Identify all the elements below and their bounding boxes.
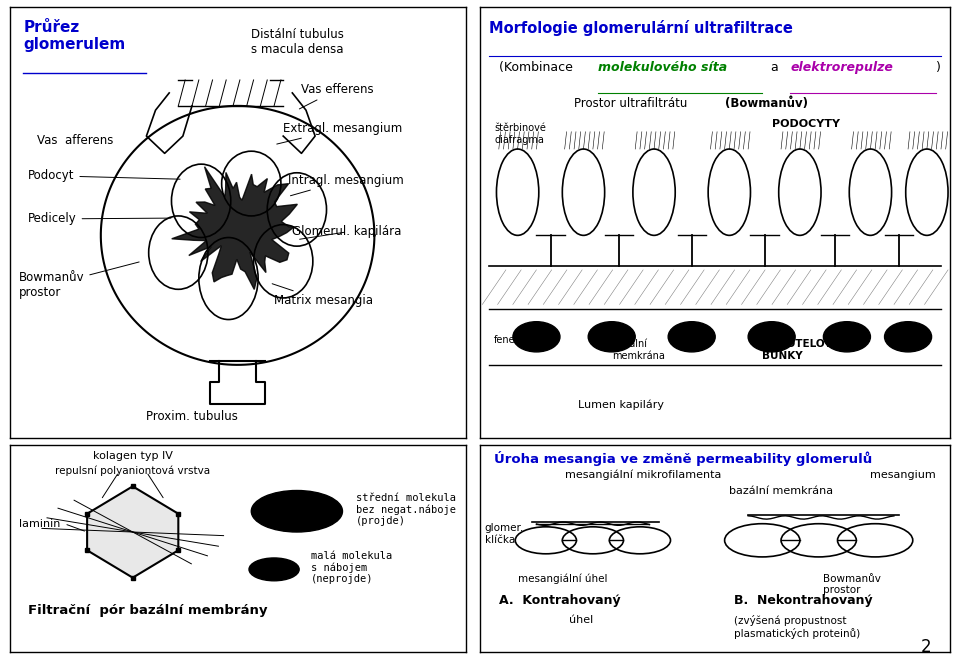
Text: fenestra: fenestra [494,335,535,345]
Text: Proxim. tubulus: Proxim. tubulus [146,410,238,423]
Text: elektrorepulze: elektrorepulze [790,61,894,74]
Text: Morfologie glomerulární ultrafiltrace: Morfologie glomerulární ultrafiltrace [490,20,793,36]
Text: úhel: úhel [569,615,593,625]
Text: glomer.
klíčka: glomer. klíčka [485,523,524,545]
Text: Úroha mesangia ve změně permeability glomerulů: Úroha mesangia ve změně permeability glo… [494,451,873,466]
Text: B.  Nekontrahovaný: B. Nekontrahovaný [734,594,873,608]
Text: laminin: laminin [19,519,60,529]
Text: Vas efferens: Vas efferens [300,83,374,109]
Text: mesangium: mesangium [871,470,936,480]
Text: Intragl. mesangium: Intragl. mesangium [288,173,403,196]
Text: mesangiální mikrofilamenta: mesangiální mikrofilamenta [564,470,721,480]
Text: a: a [767,61,782,74]
Text: Matrix mesangia: Matrix mesangia [272,284,373,308]
Text: Filtrační  pór bazální membrány: Filtrační pór bazální membrány [28,604,267,617]
Text: repulsní polyaniontová vrstva: repulsní polyaniontová vrstva [55,465,210,476]
Ellipse shape [748,322,795,352]
Text: Lumen kapiláry: Lumen kapiláry [578,399,664,410]
Text: malá molekula
s nábojem
(neprojde): malá molekula s nábojem (neprojde) [311,551,392,585]
Text: A.  Kontrahovaný: A. Kontrahovaný [499,594,620,608]
Text: bazální memkrána: bazální memkrána [730,486,833,496]
Text: kolagen typ IV: kolagen typ IV [93,451,173,461]
Ellipse shape [513,322,560,352]
Text: Extragl. mesangium: Extragl. mesangium [276,122,402,144]
Text: mesangiální úhel: mesangiální úhel [517,573,607,584]
Text: (Bowmanův): (Bowmanův) [725,98,807,110]
Circle shape [252,490,343,532]
Text: Průřez
glomerulem: Průřez glomerulem [23,20,126,52]
Text: ENDOTELOVÉ
BUNKY: ENDOTELOVÉ BUNKY [762,339,840,360]
Text: štěrbinové
diafragma: štěrbinové diafragma [494,123,546,145]
Text: střední molekula
bez negat.náboje
(projde): střední molekula bez negat.náboje (projd… [356,492,456,527]
Text: ): ) [936,61,941,74]
Text: molekulového síta: molekulového síta [597,61,727,74]
Text: Prostor ultrafiltrátu: Prostor ultrafiltrátu [574,98,687,110]
Text: Podocyt: Podocyt [28,169,180,183]
Polygon shape [87,486,179,578]
Ellipse shape [668,322,715,352]
Text: bazální
memkrána: bazální memkrána [612,339,664,360]
Text: Glomerul. kapilára: Glomerul. kapilára [292,225,401,239]
Ellipse shape [824,322,871,352]
Text: 2: 2 [921,638,931,656]
Text: Distální tubulus
s macula densa: Distální tubulus s macula densa [252,28,344,56]
Text: Vas  afferens: Vas afferens [36,134,113,147]
Ellipse shape [588,322,636,352]
Text: (Kombinace: (Kombinace [499,61,577,74]
Text: Pedicely: Pedicely [28,212,171,225]
Circle shape [249,558,300,581]
Text: (zvýšená propustnost
plasmatických proteinů): (zvýšená propustnost plasmatických prote… [734,615,860,639]
Text: PODOCYTY: PODOCYTY [772,119,840,129]
Ellipse shape [884,322,931,352]
Text: Bowmanův
prostor: Bowmanův prostor [824,573,881,595]
Polygon shape [172,167,298,289]
Text: Bowmanův
prostor: Bowmanův prostor [19,262,139,299]
